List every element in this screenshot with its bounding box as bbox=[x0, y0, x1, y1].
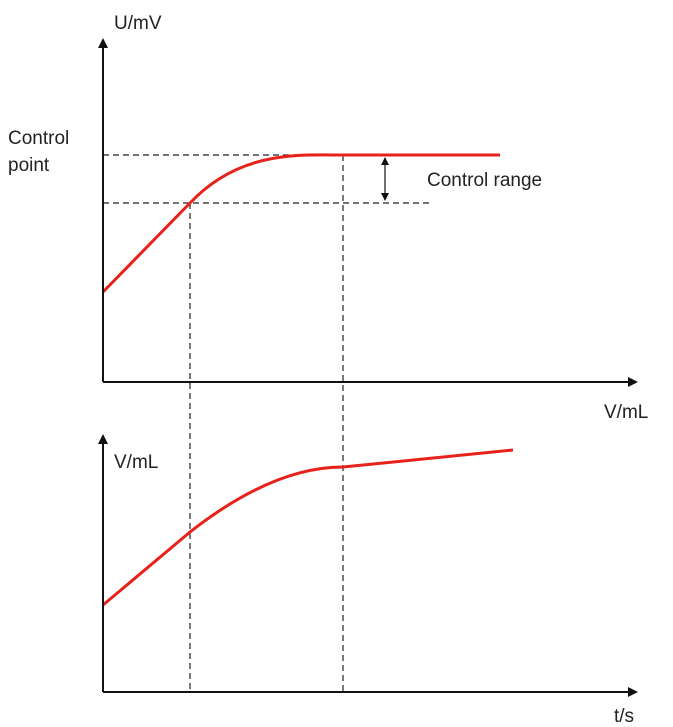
control-point-label: Control bbox=[8, 128, 69, 149]
volume-curve bbox=[102, 448, 514, 607]
control-point-label: point bbox=[8, 155, 50, 176]
titration-curve bbox=[101, 153, 500, 294]
control-range-label: Control range bbox=[427, 170, 542, 191]
y-axis-label: U/mV bbox=[114, 13, 162, 34]
y-axis-label: V/mL bbox=[114, 452, 158, 473]
x-axis-label: V/mL bbox=[604, 402, 648, 423]
x-axis-label: t/s bbox=[614, 706, 634, 727]
